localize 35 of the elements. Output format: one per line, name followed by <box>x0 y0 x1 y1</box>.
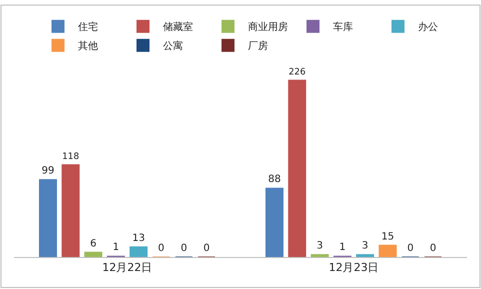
data-label: 3 <box>362 240 368 252</box>
data-label: 118 <box>62 152 80 162</box>
legend-label: 住宅 <box>78 21 98 34</box>
bar <box>84 252 102 257</box>
data-label: 6 <box>90 238 96 250</box>
legend-label: 商业用房 <box>248 21 288 34</box>
data-label: 226 <box>288 68 306 78</box>
x-tick-label: 12月22日 <box>102 261 152 274</box>
legend-label: 储藏室 <box>163 21 193 34</box>
legend-label: 其他 <box>78 40 98 52</box>
bar <box>378 244 397 257</box>
bar <box>130 246 148 257</box>
data-label: 88 <box>268 174 281 186</box>
x-tick-label: 12月23日 <box>328 261 379 274</box>
bar <box>288 80 306 257</box>
legend-label: 公寓 <box>163 40 183 52</box>
data-label: 0 <box>180 243 188 254</box>
data-label: 15 <box>381 231 394 242</box>
legend-label: 厂房 <box>248 40 268 52</box>
bar <box>62 164 80 257</box>
data-label: 0 <box>158 243 164 254</box>
bar <box>38 179 57 257</box>
legend-label: 车库 <box>333 21 353 34</box>
bar <box>310 254 329 257</box>
data-label: 3 <box>316 240 323 252</box>
data-label: 99 <box>42 166 54 177</box>
data-label: 1 <box>112 242 120 254</box>
legend-label: 办公 <box>418 21 438 34</box>
data-label: 1 <box>339 242 346 254</box>
bar <box>265 188 284 257</box>
data-label: 0 <box>430 243 436 254</box>
data-label: 0 <box>407 243 414 254</box>
data-label: 13 <box>132 232 145 244</box>
data-label: 0 <box>203 243 210 254</box>
bar <box>356 254 374 257</box>
